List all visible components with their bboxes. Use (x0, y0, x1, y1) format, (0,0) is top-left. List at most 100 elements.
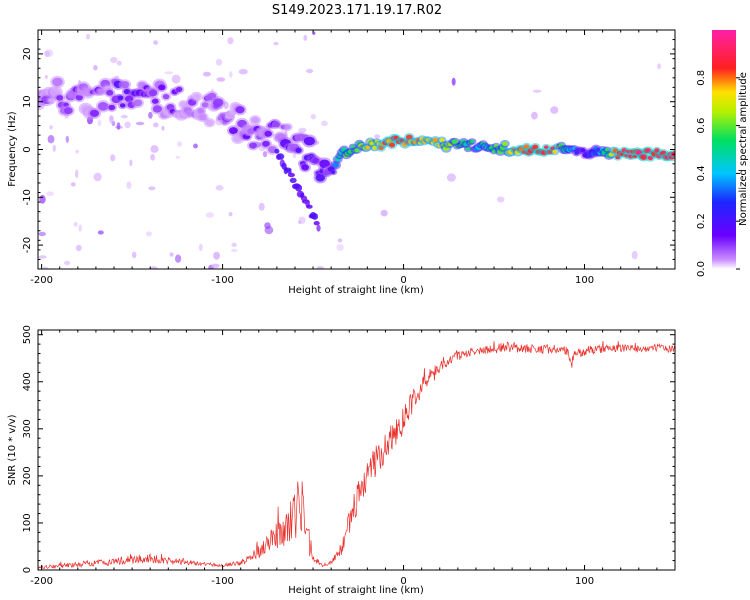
noise-speck (120, 114, 128, 119)
ridge-point (439, 138, 445, 143)
ridge-point (640, 154, 648, 160)
ridge-point (152, 98, 159, 104)
noise-speck (316, 266, 324, 269)
noise-speck (116, 122, 121, 130)
ridge-point (388, 142, 396, 148)
noise-speck (153, 122, 159, 128)
noise-speck (216, 77, 226, 82)
noise-speck (229, 71, 233, 78)
noise-speck (380, 209, 388, 217)
colorbar-tick-label: 0.2 (696, 213, 707, 229)
noise-speck (337, 238, 343, 243)
noise-speck (42, 266, 49, 269)
noise-speck (228, 212, 233, 217)
noise-speck (306, 68, 314, 74)
noise-speck (78, 224, 82, 232)
noise-speck (47, 135, 55, 144)
ridge-point (148, 89, 158, 97)
noise-speck (126, 181, 132, 190)
noise-speck (135, 121, 145, 126)
noise-speck (211, 263, 220, 269)
noise-speck (97, 230, 104, 235)
ridge-point (119, 103, 126, 108)
noise-speck (149, 266, 158, 269)
noise-speck (169, 252, 174, 257)
y-tick-label: 100 (22, 513, 33, 532)
noise-speck (258, 202, 265, 211)
noise-speck (336, 244, 345, 251)
ridge-point (229, 127, 238, 135)
noise-speck (321, 120, 328, 127)
ridge-point (89, 109, 100, 117)
noise-speck (298, 127, 307, 133)
branch-point (289, 177, 297, 183)
ridge-point (106, 89, 114, 96)
spectrogram-xlabel: Height of straight line (km) (288, 285, 424, 296)
ridge-point (552, 149, 558, 154)
ridge-point (451, 139, 458, 145)
noise-speck (657, 63, 662, 70)
ridge-point (117, 95, 124, 101)
noise-speck (75, 244, 82, 252)
noise-speck (303, 34, 308, 41)
colorbar (712, 30, 736, 269)
ridge-point (654, 148, 660, 153)
noise-speck (129, 159, 133, 167)
ridge-point (301, 164, 309, 171)
ridge-point (543, 145, 549, 149)
noise-speck (93, 64, 98, 71)
noise-speck (75, 169, 79, 179)
ridge-point (465, 147, 471, 151)
ridge-point (199, 114, 207, 121)
noise-speck (70, 182, 76, 187)
noise-speck (230, 248, 238, 253)
spectrogram-plot-area (38, 31, 675, 269)
ridge-point (97, 102, 109, 111)
ridge-point (48, 98, 54, 103)
noise-speck (73, 221, 78, 227)
ridge-point (295, 147, 302, 153)
noise-speck (202, 71, 211, 77)
noise-speck (227, 37, 234, 45)
ridge-point (176, 86, 183, 92)
noise-speck (124, 121, 131, 129)
ridge-point (284, 124, 291, 130)
noise-speck (531, 111, 538, 120)
noise-speck (164, 71, 174, 75)
ridge-point (331, 170, 336, 174)
ridge-point (332, 162, 339, 168)
ridge-point (197, 108, 205, 114)
noise-speck (193, 143, 198, 149)
x-tick-label: 100 (575, 275, 594, 286)
snr-series-line (38, 340, 675, 570)
ridge-point (56, 95, 64, 101)
x-tick-label: -200 (30, 275, 53, 286)
branch-point (274, 148, 280, 154)
y-tick-label: 0 (22, 146, 33, 152)
noise-speck (46, 191, 54, 196)
ridge-point (264, 130, 273, 137)
branch-point (295, 184, 303, 192)
chart-title: S149.2023.171.19.17.R02 (272, 3, 442, 18)
noise-speck (150, 145, 159, 153)
noise-speck (131, 251, 137, 259)
noise-speck (109, 114, 114, 124)
ridge-point (75, 94, 83, 101)
branch-point (287, 172, 295, 178)
noise-speck (52, 144, 56, 152)
noise-speck (97, 119, 102, 127)
ridge-point (205, 119, 214, 126)
noise-speck (65, 135, 70, 143)
noise-speck (148, 111, 153, 119)
ridge-point (52, 77, 63, 87)
noise-speck (205, 212, 214, 218)
ridge-point (64, 107, 73, 115)
ridge-point (532, 144, 539, 150)
ridge-point (152, 105, 162, 113)
x-tick-label: -100 (211, 576, 234, 587)
noise-speck (153, 40, 159, 45)
snr-xlabel: Height of straight line (km) (288, 585, 424, 596)
ridge-point (201, 102, 209, 108)
